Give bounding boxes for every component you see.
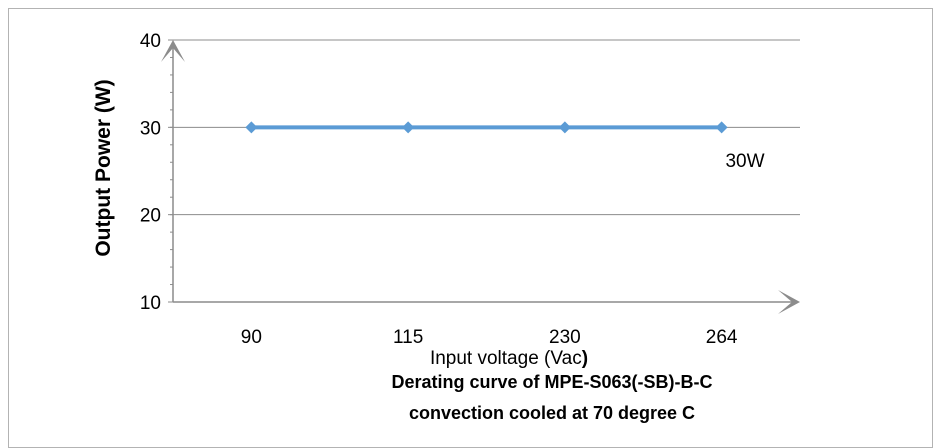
y-tick-labels: 10 20 30 40 <box>140 31 173 314</box>
chart-title-line2: convection cooled at 70 degree C <box>409 403 695 423</box>
chart-title-line1: Derating curve of MPE-S063(-SB)-B-C <box>391 372 712 392</box>
x-tick-label: 90 <box>241 327 262 348</box>
x-axis-arrow-icon <box>778 290 800 314</box>
axes <box>161 40 800 314</box>
chart-frame <box>8 8 933 448</box>
y-tick-label: 10 <box>140 293 161 314</box>
x-axis-title-paren: ) <box>582 348 588 369</box>
x-tick-labels: 90 115 230 264 <box>241 327 738 348</box>
derating-chart: 10 20 30 40 90 115 230 264 Output Power (W) In… <box>92 31 800 423</box>
x-tick-label: 264 <box>706 327 738 348</box>
x-tick-label: 230 <box>549 327 581 348</box>
data-point-marker <box>402 121 415 134</box>
y-tick-label: 30 <box>140 118 161 139</box>
y-tick-label: 20 <box>140 206 161 227</box>
x-tick-label: 115 <box>393 327 423 348</box>
x-axis-title: Input voltage (Vac) <box>430 348 588 369</box>
data-label-30w: 30W <box>725 151 764 172</box>
y-axis-title: Output Power (W) <box>92 79 115 256</box>
data-point-marker <box>715 121 728 134</box>
y-tick-label: 40 <box>140 31 161 52</box>
data-point-marker <box>245 121 258 134</box>
series-layer <box>245 121 728 134</box>
x-axis-title-main: Input voltage (Vac <box>430 348 582 369</box>
data-point-marker <box>558 121 571 134</box>
y-axis-arrow-icon <box>161 40 185 62</box>
